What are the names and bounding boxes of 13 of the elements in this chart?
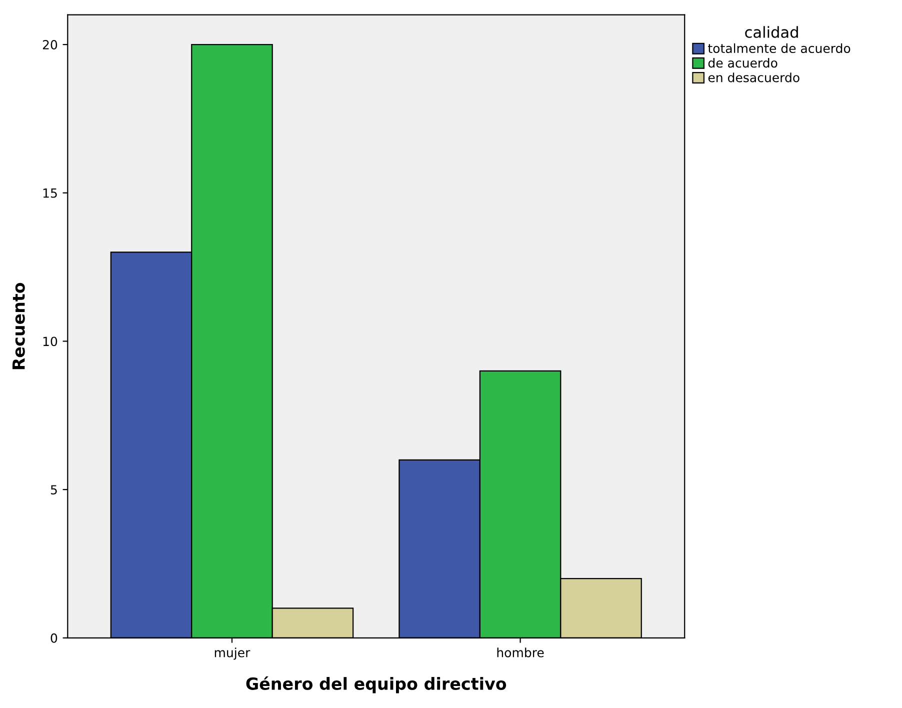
y-tick-label: 0 [50,633,58,643]
x-tick-label: mujer [214,648,250,660]
legend-title: calidad [745,26,798,38]
x-tick-label: hombre [497,648,544,658]
y-axis-title: Recuento [12,282,25,370]
legend-label: totalmente de acuerdo [708,43,850,54]
legend-label: de acuerdo [708,58,778,68]
y-tick-label: 15 [43,188,57,198]
y-tick-label: 10 [43,336,58,346]
legend-label: en desacuerdo [708,72,800,82]
y-tick-label: 20 [42,40,58,50]
y-tick-label: 5 [50,485,57,494]
x-axis-title: Género del equipo directivo [246,676,506,694]
